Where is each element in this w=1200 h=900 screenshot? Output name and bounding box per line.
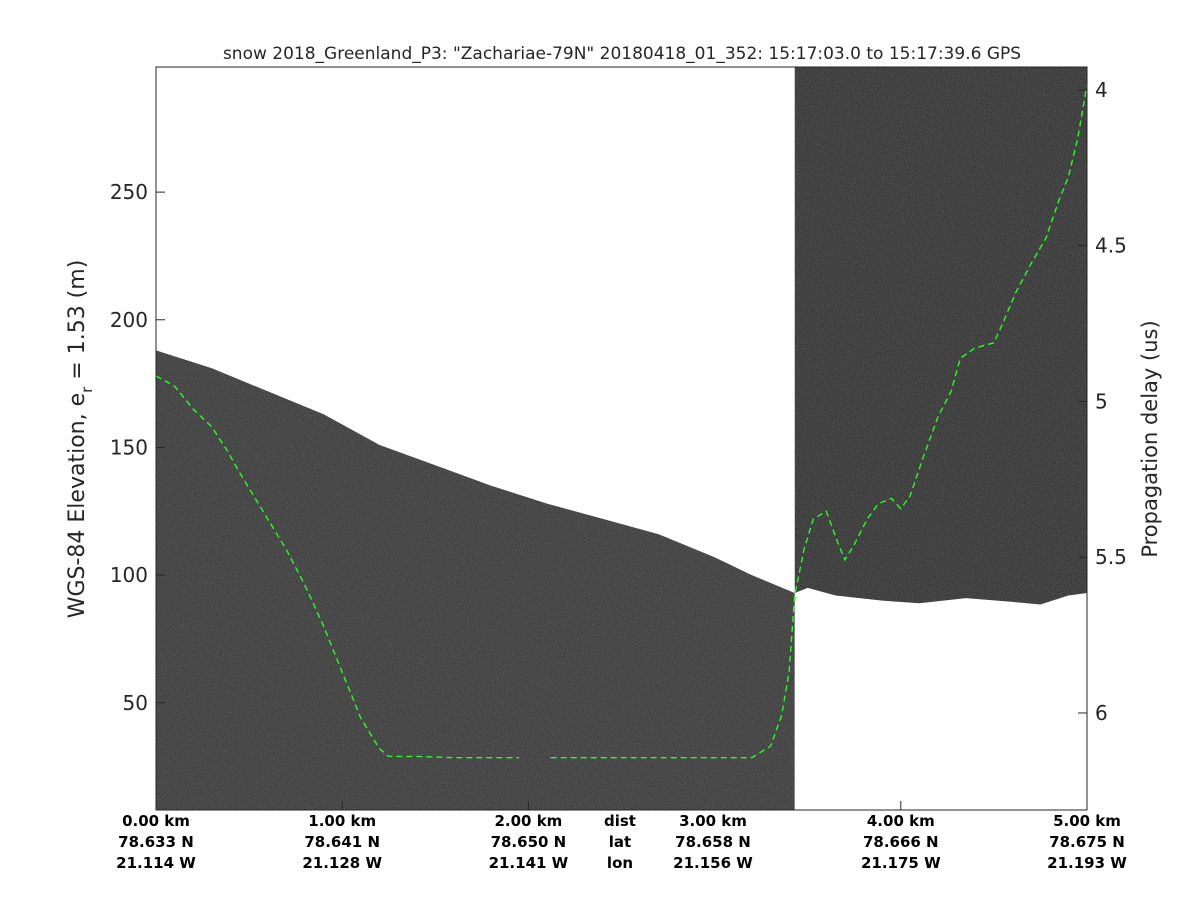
- bottom-col-4.00-dist: 4.00 km: [867, 812, 935, 830]
- bottom-col-1.00-lon: 21.128 W: [302, 854, 382, 872]
- row-label-lat: lat: [609, 833, 631, 851]
- bottom-col-0.00-lon: 21.114 W: [116, 854, 196, 872]
- right-tick-label: 4: [1095, 78, 1108, 102]
- right-tick-label: 5: [1095, 389, 1108, 413]
- bottom-col-3.00-lat: 78.658 N: [675, 833, 751, 851]
- right-axis: 4 4.5 5 5.5 6: [1078, 78, 1127, 725]
- left-tick-label: 200: [110, 308, 148, 332]
- bottom-col-5.00-dist: 5.00 km: [1053, 812, 1121, 830]
- right-axis-label: Propagation delay (us): [1138, 320, 1162, 557]
- bottom-col-4.00-lon: 21.175 W: [861, 854, 941, 872]
- left-axis-label: WGS-84 Elevation, er = 1.53 (m): [65, 260, 96, 619]
- plot-area: [156, 67, 1087, 810]
- bottom-col-1.00-dist: 1.00 km: [308, 812, 376, 830]
- bottom-col-4.00-lat: 78.666 N: [863, 833, 939, 851]
- bottom-axis: 0.00 km 78.633 N 21.114 W 1.00 km 78.641 N 21…: [116, 801, 1127, 872]
- left-tick-label: 150: [110, 435, 148, 459]
- bottom-col-2.00-lat: 78.650 N: [491, 833, 567, 851]
- surface-trace: [156, 84, 1087, 759]
- left-tick-label: 50: [123, 691, 148, 715]
- left-axis-label-main: WGS-84 Elevation, e: [65, 393, 90, 618]
- surface-trace-line-1: [156, 375, 520, 759]
- left-axis-label-suffix: = 1.53 (m): [65, 260, 90, 387]
- right-tick-label: 4.5: [1095, 234, 1127, 258]
- row-label-dist: dist: [604, 812, 636, 830]
- row-label-lon: lon: [607, 854, 633, 872]
- bottom-col-2.00-dist: 2.00 km: [494, 812, 562, 830]
- air-region-segment-1: [156, 67, 795, 593]
- bottom-col-2.00-lon: 21.141 W: [489, 854, 569, 872]
- right-tick-label: 6: [1095, 701, 1108, 725]
- left-tick-label: 100: [110, 563, 148, 587]
- bottom-col-0.00-lat: 78.633 N: [118, 833, 194, 851]
- bottom-col-0.00-dist: 0.00 km: [122, 812, 190, 830]
- bottom-col-1.00-lat: 78.641 N: [304, 833, 380, 851]
- chart-title: snow 2018_Greenland_P3: "Zachariae-79N" …: [223, 44, 1021, 64]
- bottom-col-3.00-lon: 21.156 W: [673, 854, 753, 872]
- bottom-col-5.00-lat: 78.675 N: [1049, 833, 1125, 851]
- left-tick-label: 250: [110, 180, 148, 204]
- bottom-col-5.00-lon: 21.193 W: [1047, 854, 1127, 872]
- plot-frame: [155, 66, 1088, 811]
- surface-trace-line-2: [550, 84, 1087, 759]
- bottom-col-3.00-dist: 3.00 km: [679, 812, 747, 830]
- left-axis-label-sub: r: [78, 386, 96, 393]
- right-tick-label: 5.5: [1095, 545, 1127, 569]
- left-axis: 50 100 150 200 250: [110, 180, 165, 715]
- below-surface-region-segment-2: [794, 587, 1087, 810]
